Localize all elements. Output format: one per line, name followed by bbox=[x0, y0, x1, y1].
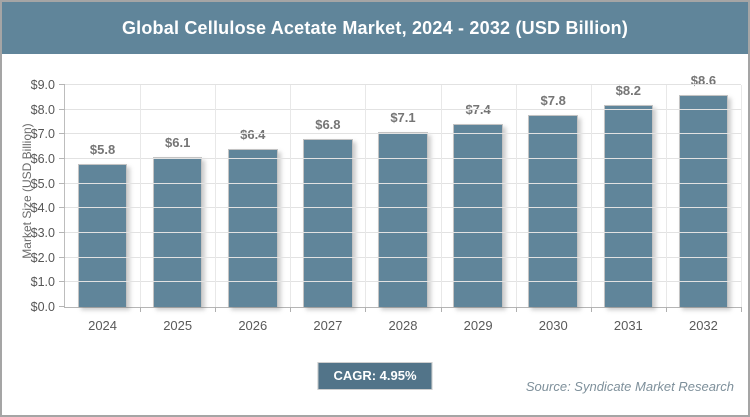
category-cell: $5.8 2024 bbox=[65, 85, 140, 333]
v-gridline bbox=[665, 85, 667, 307]
y-gridline bbox=[65, 281, 741, 283]
bar bbox=[678, 94, 729, 307]
bar-value-label: $6.8 bbox=[315, 117, 341, 133]
bar-value-label: $7.8 bbox=[540, 92, 566, 108]
v-gridline bbox=[290, 85, 292, 307]
category-cell: $6.1 2025 bbox=[140, 85, 215, 333]
x-tickmark bbox=[741, 307, 742, 312]
y-tick-label: $5.0 bbox=[30, 176, 55, 191]
x-tickmark bbox=[515, 307, 517, 312]
y-gridline bbox=[65, 108, 741, 110]
bar-value-label: $6.1 bbox=[165, 134, 191, 150]
y-tick-label: $3.0 bbox=[30, 226, 55, 241]
category-cell: $7.4 2029 bbox=[441, 85, 516, 333]
y-tick-label: $1.0 bbox=[30, 275, 55, 290]
y-tickmark bbox=[59, 256, 65, 258]
x-tickmark bbox=[215, 307, 217, 312]
x-tickmark bbox=[665, 307, 667, 312]
y-tickmark bbox=[59, 133, 65, 135]
y-tickmark bbox=[59, 306, 65, 307]
bar bbox=[603, 104, 654, 307]
y-gridline bbox=[65, 232, 741, 234]
v-gridline bbox=[741, 85, 742, 307]
y-tickmark bbox=[59, 207, 65, 209]
v-gridline bbox=[215, 85, 217, 307]
bar-value-label: $7.4 bbox=[465, 102, 491, 118]
y-tickmark bbox=[59, 182, 65, 184]
category-cell: $7.8 2030 bbox=[516, 85, 591, 333]
category-cell: $7.1 2028 bbox=[365, 85, 440, 333]
x-tick-label: 2031 bbox=[613, 318, 643, 333]
v-gridline bbox=[590, 85, 592, 307]
bar bbox=[227, 149, 278, 307]
y-tickmark bbox=[59, 232, 65, 234]
source-text: Source: Syndicate Market Research bbox=[525, 379, 734, 394]
x-tickmark bbox=[440, 307, 442, 312]
category-cell: $8.6 2032 bbox=[666, 73, 741, 333]
x-tickmark bbox=[140, 307, 142, 312]
bar-value-label: $8.6 bbox=[690, 72, 717, 88]
x-tick-label: 2024 bbox=[88, 318, 118, 333]
bar bbox=[378, 131, 428, 307]
v-gridline bbox=[365, 85, 367, 307]
x-tickmark bbox=[290, 307, 292, 312]
y-tick-label: $4.0 bbox=[30, 201, 55, 216]
x-tick-label: 2028 bbox=[388, 318, 418, 333]
chart-title: Global Cellulose Acetate Market, 2024 - … bbox=[121, 17, 629, 38]
bar bbox=[77, 163, 128, 307]
y-gridline bbox=[65, 133, 741, 135]
y-gridline bbox=[65, 182, 741, 184]
x-tickmark bbox=[590, 307, 592, 312]
bar-value-label: $7.1 bbox=[390, 109, 416, 125]
y-gridline bbox=[65, 207, 741, 209]
y-gridline bbox=[65, 256, 741, 258]
x-tickmark bbox=[365, 307, 367, 312]
x-tick-label: 2032 bbox=[688, 318, 718, 333]
category-cell: $6.4 2026 bbox=[215, 85, 290, 333]
bar bbox=[303, 139, 353, 307]
category-cell: $8.2 2031 bbox=[591, 82, 666, 333]
y-tickmark bbox=[59, 281, 65, 283]
v-gridline bbox=[440, 85, 442, 307]
y-tick-label: $2.0 bbox=[30, 250, 55, 265]
x-tick-label: 2025 bbox=[163, 318, 193, 333]
plot-area: $5.8 2024 $6.1 2025 $6.4 2026 $6.8 2027 $7.1 2028… bbox=[31, 73, 742, 333]
v-gridline bbox=[140, 85, 142, 307]
chart-area: Market Size (USD Billion) $5.8 2024 $6.1 20… bbox=[2, 54, 748, 344]
bar-series: $5.8 2024 $6.1 2025 $6.4 2026 $6.8 2027 $7.1 2028… bbox=[65, 73, 741, 333]
y-tick-label: $9.0 bbox=[30, 78, 55, 92]
cagr-badge: CAGR: 4.95% bbox=[317, 362, 433, 390]
bar bbox=[528, 114, 578, 307]
y-tickmark bbox=[59, 158, 65, 160]
y-gridline bbox=[65, 158, 741, 160]
x-tick-label: 2026 bbox=[238, 318, 268, 333]
x-tick-label: 2027 bbox=[313, 318, 343, 333]
y-tick-label: $0.0 bbox=[30, 300, 55, 314]
v-gridline bbox=[515, 85, 517, 307]
x-tick-label: 2029 bbox=[463, 318, 493, 333]
y-tick-label: $6.0 bbox=[30, 152, 55, 167]
y-tickmark bbox=[59, 108, 65, 110]
y-gridline bbox=[65, 84, 741, 85]
bar-value-label: $6.4 bbox=[240, 127, 266, 143]
chart-header: Global Cellulose Acetate Market, 2024 - … bbox=[2, 2, 748, 54]
y-tick-label: $7.0 bbox=[30, 127, 55, 142]
bar-value-label: $8.2 bbox=[615, 82, 641, 98]
y-tick-label: $8.0 bbox=[30, 102, 55, 117]
x-tick-label: 2030 bbox=[538, 318, 568, 333]
bar bbox=[453, 124, 503, 307]
category-cell: $6.8 2027 bbox=[290, 85, 365, 333]
y-tickmark bbox=[59, 84, 65, 85]
bar-value-label: $5.8 bbox=[89, 141, 116, 157]
